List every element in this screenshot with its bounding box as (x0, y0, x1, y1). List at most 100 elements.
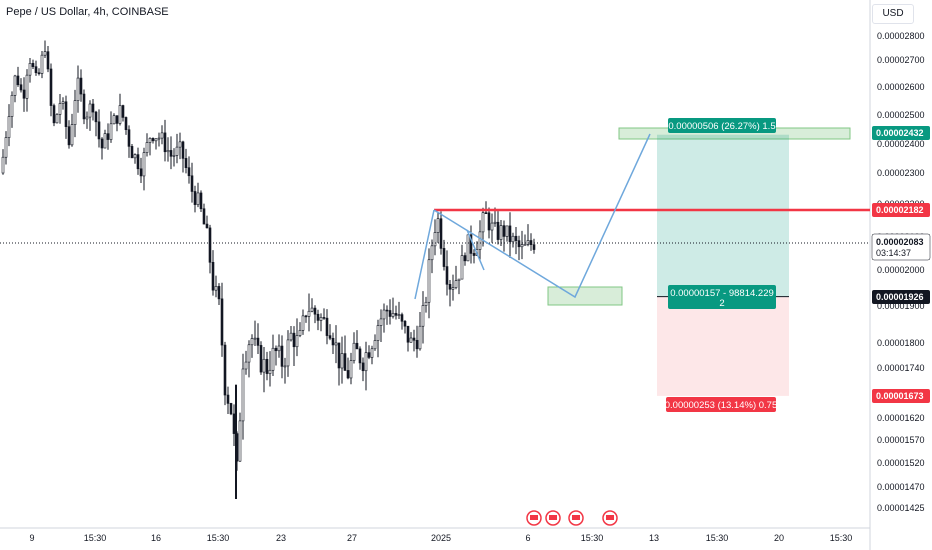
price-tick: 0.00001620 (877, 413, 925, 423)
candle-body (115, 115, 119, 124)
candle-body (196, 192, 200, 205)
candle-body (301, 315, 305, 331)
drawings-layer[interactable] (0, 133, 870, 300)
candle-body (61, 101, 65, 104)
candle-body (277, 345, 281, 352)
candle-body (340, 353, 344, 369)
candle-body (211, 261, 215, 291)
candle-body (217, 286, 221, 300)
candle-body (52, 105, 56, 124)
candle-body (334, 342, 338, 346)
price-tags: 0.00002432 0.00002182 0.00001926 0.00001673… (871, 126, 931, 403)
time-tick: 15:30 (207, 533, 230, 543)
candle-body (232, 413, 236, 434)
candle-body (292, 332, 296, 348)
candle-body (268, 369, 272, 374)
candle-body (304, 315, 308, 318)
candle-body (22, 89, 26, 99)
candle-body (145, 142, 149, 153)
position-tool[interactable]: 0.00000506 (26.27%) 1.5 0.00000157 - 9881… (657, 118, 789, 412)
currency-button[interactable]: USD (872, 4, 914, 24)
lightning-icon-mark (530, 515, 538, 520)
candle-body (316, 313, 320, 321)
candle-body (43, 51, 47, 56)
time-tick: 2025 (431, 533, 451, 543)
time-tick: 20 (774, 533, 784, 543)
candle-body (238, 420, 242, 462)
candle-body (523, 244, 527, 246)
candle-body (271, 347, 275, 371)
candle-body (427, 259, 431, 303)
candle-body (487, 212, 491, 231)
candle-body (202, 208, 206, 225)
candle-body (283, 365, 287, 368)
candle-body (496, 221, 500, 240)
candle-body (76, 77, 80, 101)
price-tick: 0.00002500 (877, 110, 925, 120)
candle-body (16, 75, 20, 86)
candle-body (442, 248, 446, 267)
pullback-zone (547, 286, 623, 306)
candle-body (109, 123, 113, 140)
candle-body (346, 370, 350, 379)
candle-body (331, 337, 335, 346)
chart-title: Pepe / US Dollar, 4h, COINBASE (6, 6, 169, 18)
time-tick: 6 (525, 533, 530, 543)
candle-body (157, 137, 161, 140)
candle-body (55, 114, 59, 124)
candle-body (19, 84, 23, 91)
candle-body (289, 332, 293, 341)
price-axis[interactable]: 0.00002800 0.00002700 0.00002600 0.00002500… (877, 31, 925, 513)
candle-body (490, 222, 494, 231)
economic-events[interactable] (526, 510, 618, 526)
candle-body (79, 77, 83, 95)
candle-body (328, 335, 332, 339)
price-tick: 0.00002600 (877, 82, 925, 92)
candle-body (4, 137, 8, 158)
candle-body (286, 339, 290, 367)
candle-body (67, 126, 71, 146)
candle-body (373, 340, 377, 350)
candle-body (412, 337, 416, 341)
candle-body (355, 342, 359, 350)
candle-body (472, 253, 476, 256)
candle-body (310, 307, 314, 312)
price-tick: 0.00001740 (877, 363, 925, 373)
candle-body (10, 94, 14, 117)
candle-body (148, 138, 152, 143)
price-tag-box (872, 389, 930, 403)
candle-body (205, 223, 209, 229)
candle-body (445, 266, 449, 285)
wedge-line-inner (466, 229, 485, 271)
candle-body (532, 244, 536, 250)
candle-body (28, 63, 32, 76)
candle-body (133, 154, 137, 159)
price-tick: 0.00002400 (877, 139, 925, 149)
projection-path (433, 133, 651, 299)
candle-body (349, 360, 353, 379)
candle-body (457, 278, 461, 281)
time-axis[interactable]: 9 15:30 16 15:30 23 27 2025 6 15:30 13 15:30 20 15:3… (29, 533, 852, 543)
candle-body (481, 212, 485, 233)
price-tick: 0.00002300 (877, 168, 925, 178)
candle-body (382, 309, 386, 320)
candle-body (163, 132, 167, 153)
candle-body (394, 313, 398, 316)
candle-body (1, 156, 5, 174)
candle-body (460, 255, 464, 280)
candle-body (190, 175, 194, 192)
loss-area (657, 296, 789, 396)
candle-body (112, 115, 116, 125)
candle-body (151, 138, 155, 142)
candle-body (421, 305, 425, 327)
price-tick: 0.00001900 (877, 301, 925, 311)
stop-label: 0.00000253 (13.14%) 0.75 (665, 400, 778, 411)
price-tick: 0.00001520 (877, 458, 925, 468)
candle-body (511, 235, 515, 243)
candle-body (193, 191, 197, 205)
candle-body (64, 101, 68, 127)
candle-body (94, 111, 98, 123)
candle-body (322, 317, 326, 319)
candle-body (367, 352, 371, 358)
